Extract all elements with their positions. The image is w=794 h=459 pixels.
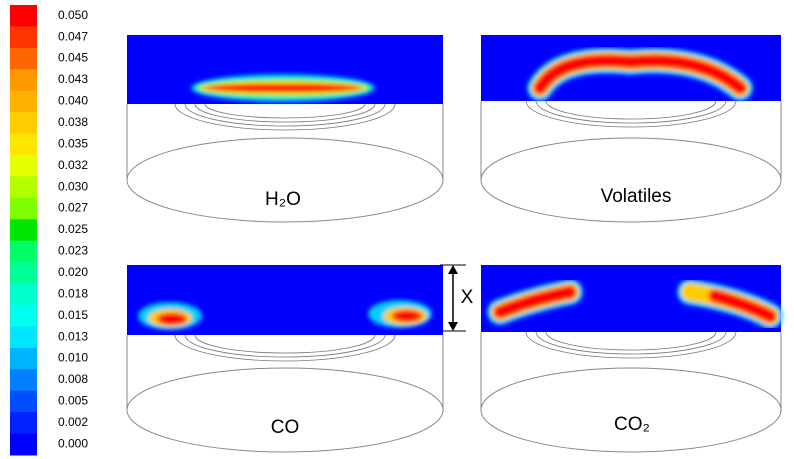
colorbar-label: 0.013	[58, 329, 88, 343]
panel: H₂O	[126, 35, 444, 223]
colorbar-label: 0.038	[58, 115, 88, 129]
panel-label: H₂O	[265, 189, 301, 210]
colorbar-label: 0.027	[58, 201, 88, 215]
colorbar-label: 0.002	[58, 415, 88, 429]
color-swatch	[10, 347, 37, 370]
panel: CO₂	[480, 265, 783, 453]
colorbar-label: 0.023	[58, 244, 88, 258]
colorbar-label: 0.030	[58, 179, 88, 193]
color-swatch	[10, 390, 37, 413]
dimension-label: X	[461, 287, 474, 308]
color-swatch	[10, 197, 37, 220]
color-swatch	[10, 47, 37, 70]
color-swatch	[10, 26, 37, 49]
cylinder-base	[126, 367, 444, 453]
cylinder-side	[126, 335, 444, 410]
color-swatch	[10, 90, 37, 113]
panel: CO	[126, 265, 444, 453]
color-swatch	[10, 155, 37, 177]
color-swatch	[10, 219, 37, 242]
colorbar-label: 0.025	[58, 222, 88, 236]
colorbar-label: 0.018	[58, 286, 88, 300]
colorbar-label: 0.008	[58, 372, 88, 386]
panel-label: Volatiles	[601, 186, 672, 207]
cylinder-base	[126, 137, 444, 223]
hot-spot	[527, 47, 753, 101]
color-swatch	[10, 433, 37, 456]
colorbar-label: 0.020	[58, 265, 88, 279]
color-swatch	[10, 176, 37, 199]
colorbar-label: 0.000	[58, 436, 88, 450]
color-swatch	[10, 369, 37, 392]
dimension: X	[440, 264, 474, 332]
colorbar-label: 0.035	[58, 136, 88, 150]
cylinder-side	[480, 101, 782, 180]
color-swatch	[10, 305, 37, 327]
color-swatch	[10, 133, 37, 156]
color-swatch	[10, 412, 37, 435]
colorbar-label: 0.032	[58, 158, 88, 172]
color-swatch	[10, 283, 37, 306]
color-swatch	[10, 240, 37, 263]
colorbar-label: 0.050	[58, 8, 88, 22]
colorbar: 0.050 0.047 0.045 0.043 0.040 0.038 0.035 0.032…	[10, 5, 88, 456]
colorbar-label: 0.043	[58, 72, 88, 86]
colorbar-label: 0.015	[58, 308, 88, 322]
cylinder-base	[480, 137, 782, 223]
panel: Volatiles	[480, 35, 782, 223]
hot-spot	[487, 279, 783, 329]
cylinder-side	[126, 104, 444, 180]
panel-label: CO	[271, 417, 300, 438]
color-swatch	[10, 112, 37, 135]
hot-spot	[138, 300, 432, 330]
panel-label: CO₂	[614, 414, 650, 435]
color-swatch	[10, 5, 37, 27]
colorbar-label: 0.005	[58, 394, 88, 408]
color-swatch	[10, 326, 37, 349]
color-swatch	[10, 69, 37, 92]
colorbar-label: 0.047	[58, 29, 88, 43]
colorbar-label: 0.040	[58, 94, 88, 108]
cylinder-side	[480, 332, 782, 410]
cylinder-base	[480, 367, 782, 453]
hot-spot	[191, 74, 375, 102]
colorbar-label: 0.010	[58, 351, 88, 365]
color-swatch	[10, 262, 37, 285]
colorbar-label: 0.045	[58, 51, 88, 65]
